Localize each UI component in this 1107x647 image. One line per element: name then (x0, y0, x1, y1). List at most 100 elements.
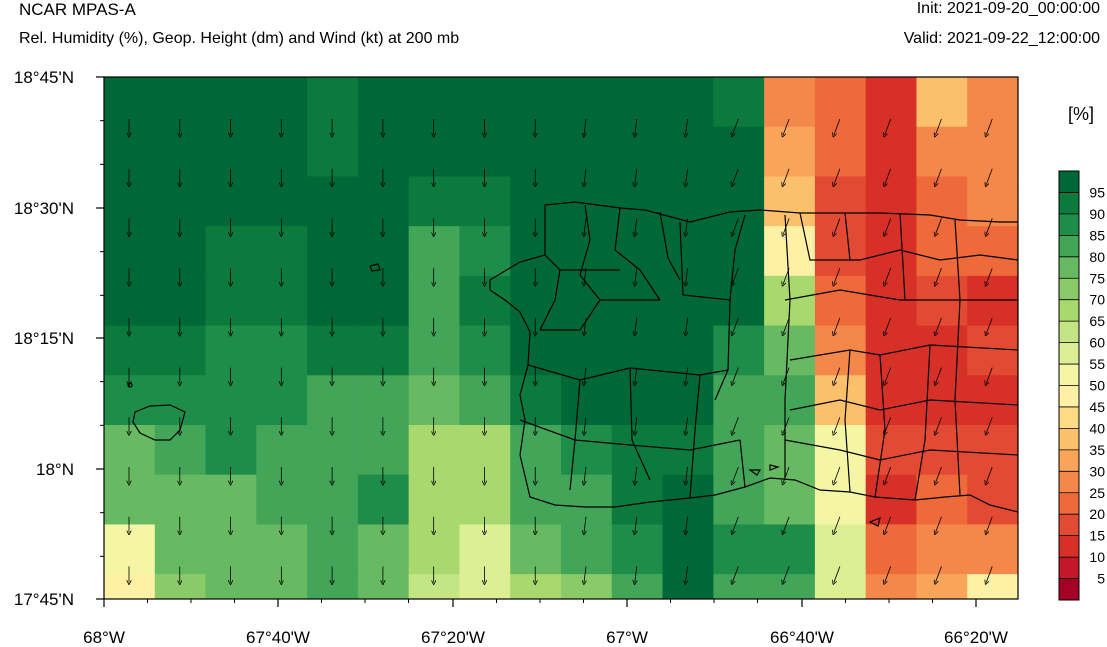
wind-arrow (935, 118, 942, 135)
x-tick-label: 67°20'W (421, 628, 485, 647)
wind-arrow (935, 218, 942, 234)
humidity-cell (104, 77, 156, 128)
humidity-cell (256, 574, 308, 599)
colorbar-label: 85 (1089, 227, 1105, 243)
wind-arrow (686, 616, 688, 632)
humidity-cell (357, 275, 410, 327)
y-tick-label: 18°N (36, 460, 74, 479)
humidity-cell (154, 275, 207, 327)
humidity-cell (510, 574, 562, 599)
humidity-cell (561, 574, 613, 599)
humidity-cell (967, 425, 1018, 476)
wind-arrow (732, 317, 739, 334)
wind-arrow (686, 317, 688, 334)
wind-arrow (885, 317, 892, 334)
y-tick-label: 18°30'N (14, 199, 74, 218)
humidity-cell (611, 77, 664, 128)
humidity-cell (205, 176, 257, 227)
humidity-cell (713, 126, 765, 178)
wind-arrow (834, 417, 841, 433)
humidity-cell (459, 275, 511, 327)
humidity-cell (561, 375, 613, 426)
wind-arrow (935, 168, 942, 185)
x-tick-label: 67°W (606, 628, 648, 647)
humidity-cell (104, 226, 156, 277)
x-tick-label: 68°W (83, 628, 125, 647)
wind-arrow (986, 367, 993, 384)
humidity-cell (662, 126, 714, 178)
wind-arrow (885, 218, 892, 234)
humidity-cell (256, 126, 308, 178)
humidity-cell (408, 425, 461, 476)
colorbar-label: 30 (1089, 463, 1105, 479)
humidity-cell (916, 77, 968, 128)
humidity-cell (408, 574, 461, 599)
humidity-cell (611, 425, 664, 476)
humidity-cell (307, 375, 359, 426)
humidity-cell (307, 126, 359, 178)
humidity-cell (408, 375, 461, 426)
humidity-cell (357, 574, 410, 599)
colorbar-swatch (1059, 256, 1079, 279)
colorbar-label: 60 (1089, 335, 1105, 351)
islet (369, 263, 381, 272)
humidity-cell (408, 275, 461, 327)
humidity-cell (814, 325, 867, 376)
wind-arrow (686, 516, 688, 533)
wind-arrow (935, 616, 941, 632)
colorbar-label: 80 (1089, 249, 1105, 265)
humidity-cell (205, 474, 257, 526)
humidity-cell (510, 524, 562, 575)
wind-arrow (732, 616, 738, 632)
humidity-cell (611, 325, 664, 376)
humidity-cell (408, 474, 461, 526)
humidity-cell (713, 524, 765, 575)
wind-arrow (986, 516, 993, 533)
colorbar-swatch (1059, 514, 1079, 537)
humidity-cell (104, 574, 156, 599)
humidity-cell (611, 176, 664, 227)
wind-arrow (686, 466, 688, 483)
humidity-cell (307, 77, 359, 128)
humidity-cell (154, 574, 207, 599)
humidity-cell (611, 574, 664, 599)
humidity-cell (967, 126, 1018, 178)
humidity-cell (205, 275, 257, 327)
island-coastline (489, 201, 1018, 513)
desecheo-island (127, 382, 133, 388)
humidity-cell (662, 176, 714, 227)
humidity-cell (865, 275, 918, 327)
wind-arrow (885, 566, 892, 582)
humidity-cell (967, 226, 1018, 277)
humidity-cell (764, 325, 816, 376)
humidity-cell (611, 375, 664, 426)
colorbar-swatch (1059, 171, 1079, 193)
wind-arrow (834, 118, 841, 135)
wind-arrow (986, 168, 993, 185)
humidity-cell (205, 574, 257, 599)
wind-arrow (732, 118, 739, 135)
humidity-cell (814, 574, 867, 599)
colorbar-label: 55 (1089, 356, 1105, 372)
wind-arrow (584, 118, 586, 135)
wind-arrow (635, 317, 637, 334)
mona-island (132, 404, 186, 441)
wind-arrow (584, 168, 586, 185)
humidity-cell (104, 275, 156, 327)
humidity-cell (408, 226, 461, 277)
humidity-cell (256, 524, 308, 575)
colorbar-swatch (1059, 535, 1079, 558)
colorbar-swatch (1059, 364, 1079, 386)
wind-arrow (834, 566, 841, 582)
colorbar-swatch (1059, 192, 1079, 215)
humidity-cell (459, 126, 511, 178)
colorbar-label: 90 (1089, 206, 1105, 222)
colorbar-swatch (1059, 406, 1079, 429)
wind-arrow (732, 367, 739, 384)
colorbar-label: 25 (1089, 485, 1105, 501)
humidity-cell (662, 574, 714, 599)
wind-arrow (986, 268, 993, 284)
wind-arrow (635, 218, 637, 234)
wind-arrow (935, 268, 942, 284)
